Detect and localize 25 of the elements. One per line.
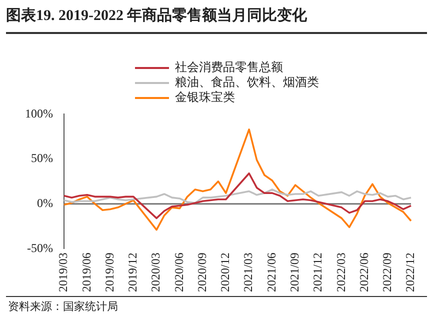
x-tick-label: 2021/09	[287, 252, 302, 292]
x-tick-label: 2021/06	[264, 252, 278, 292]
x-tick-label: 2020/03	[148, 252, 163, 292]
legend-label: 金银珠宝类	[175, 89, 235, 106]
x-tick-label: 2019/09	[102, 252, 116, 292]
x-tick-label: 2020/09	[194, 252, 209, 292]
x-tick-label: 2022/03	[334, 252, 348, 292]
x-tick-label: 2021/03	[241, 252, 256, 292]
x-tick-label: 2022/09	[380, 252, 394, 292]
x-tick-label: 2021/12	[310, 252, 325, 292]
y-tick-label: 100%	[24, 106, 53, 120]
legend-label: 社会消费品零售总额	[175, 59, 283, 76]
x-tick-label: 2020/06	[172, 252, 186, 292]
legend-label: 粮油、食品、饮料、烟酒类	[175, 74, 319, 90]
text: 资料来源：国家统计局	[8, 300, 118, 314]
y-tick-label: 0%	[36, 196, 53, 210]
x-tick-label: 2020/12	[218, 252, 232, 292]
x-tick-label: 2019/06	[79, 252, 94, 292]
chart-title: 图表19. 2019-2022 年商品零售额当月同比变化	[6, 6, 308, 25]
x-tick-label: 2019/03	[56, 252, 70, 292]
x-tick-label: 2019/12	[126, 252, 140, 292]
x-tick-label: 2022/12	[403, 252, 418, 292]
y-tick-label: 50%	[30, 151, 53, 166]
x-tick-label: 2022/06	[356, 252, 371, 292]
y-tick-label: -50%	[26, 240, 53, 255]
